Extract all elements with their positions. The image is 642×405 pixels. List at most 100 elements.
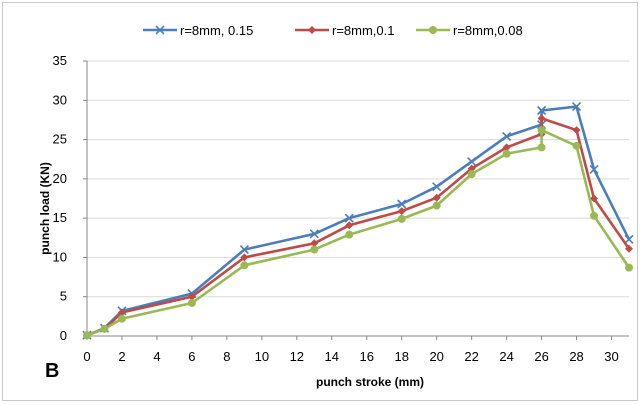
x-tick-label: 4 (153, 349, 160, 364)
data-point (537, 114, 546, 123)
x-tick-label: 10 (255, 349, 269, 364)
data-point-marker (502, 131, 512, 141)
x-tick-label: 8 (223, 349, 230, 364)
data-point-marker (537, 105, 547, 116)
panel-label: B (45, 360, 59, 382)
data-point-marker (625, 263, 633, 272)
data-point (240, 253, 249, 262)
data-point (397, 207, 406, 216)
legend-entry: r=8mm,0.08 (416, 23, 523, 38)
data-point (239, 245, 249, 255)
data-point (117, 308, 126, 317)
data-point (467, 157, 477, 167)
legend-label: r=8mm,0.1 (332, 23, 395, 38)
data-point (100, 324, 109, 333)
data-point (240, 261, 249, 270)
data-point-marker (432, 201, 441, 210)
data-point (345, 230, 354, 239)
data-point-marker (308, 26, 316, 34)
data-point-marker (571, 102, 582, 112)
y-axis-title: punch load (KN) (38, 162, 52, 255)
series-line (86, 105, 631, 337)
data-point-marker (589, 164, 599, 174)
data-point (397, 199, 407, 209)
data-point (83, 331, 91, 340)
x-tick-label: 14 (325, 349, 339, 364)
data-point (432, 193, 441, 202)
data-point-marker (502, 143, 511, 152)
y-tick-label: 35 (53, 53, 67, 68)
data-point-marker (572, 141, 581, 150)
data-point-marker (432, 193, 441, 202)
data-point (537, 105, 547, 116)
data-point-marker (397, 207, 406, 216)
data-point (432, 182, 442, 192)
data-point-marker (429, 26, 437, 34)
data-point (625, 263, 633, 272)
series-layer (82, 102, 634, 340)
data-point (572, 141, 581, 150)
data-point (432, 201, 441, 210)
legend-label: r=8mm,0.08 (453, 23, 523, 38)
data-point-marker (187, 299, 196, 307)
data-point (310, 245, 319, 254)
data-point (625, 244, 633, 253)
y-tick-label: 30 (53, 92, 67, 107)
x-tick-label: 12 (290, 349, 304, 364)
data-point-marker (345, 221, 354, 230)
data-point-marker (537, 143, 546, 152)
data-point-marker (309, 229, 319, 239)
data-point (590, 211, 599, 220)
data-point-marker (187, 292, 196, 301)
series-3 (83, 126, 633, 340)
series-2 (83, 114, 633, 340)
data-point-marker (310, 245, 319, 254)
x-axis-title: punch stroke (mm) (316, 375, 424, 389)
data-point (187, 292, 196, 301)
data-point-marker (397, 214, 406, 223)
data-point-marker (239, 245, 249, 255)
data-point-marker (344, 213, 354, 223)
series-line (86, 128, 631, 337)
data-point-marker (537, 114, 546, 123)
data-point-marker (502, 149, 511, 158)
data-point (117, 314, 126, 323)
series-line (86, 117, 631, 337)
legend-label: r=8mm, 0.15 (180, 23, 253, 38)
x-tick-label: 22 (464, 349, 478, 364)
data-point-marker (240, 253, 249, 262)
x-tick-label: 2 (118, 349, 125, 364)
data-point (589, 164, 599, 174)
data-point (590, 194, 599, 203)
data-point (624, 234, 634, 244)
legend-entry: r=8mm,0.1 (295, 23, 395, 38)
data-point (467, 170, 476, 179)
x-tick-label: 28 (569, 349, 583, 364)
data-point (502, 131, 512, 141)
data-point-marker (537, 126, 546, 135)
data-point-marker (467, 157, 477, 167)
chart-frame: 0 5 10 15 20 25 30 35 0 2 4 6 8 10 12 14 16 18 20 22 24 26 28 3… (2, 2, 638, 401)
x-tick-label: 16 (360, 349, 374, 364)
data-point-marker (624, 234, 634, 244)
y-tick-label: 10 (53, 249, 67, 264)
x-tick-label: 30 (604, 349, 618, 364)
data-point (344, 213, 354, 223)
x-tick-label: 18 (394, 349, 408, 364)
data-point (467, 164, 476, 173)
data-point-marker (240, 261, 249, 270)
data-point (309, 229, 319, 239)
data-point-marker (625, 244, 633, 253)
data-point-marker (345, 230, 354, 239)
data-point (397, 214, 406, 223)
data-point-marker (310, 239, 319, 248)
data-point (345, 221, 354, 230)
data-point-marker (432, 182, 442, 192)
data-point (571, 102, 582, 112)
data-point (187, 299, 196, 307)
data-point-marker (467, 164, 476, 173)
legend: r=8mm, 0.15 r=8mm,0.1 r=8mm,0.08 (143, 23, 523, 38)
data-point-marker (83, 331, 91, 340)
